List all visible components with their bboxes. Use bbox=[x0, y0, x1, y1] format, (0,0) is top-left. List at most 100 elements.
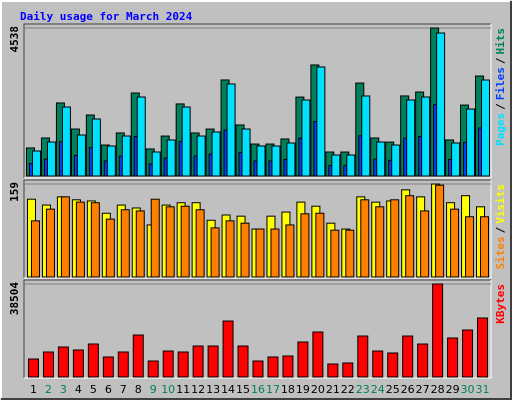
bar bbox=[132, 334, 144, 378]
bar bbox=[121, 135, 131, 177]
x-tick-label: 7 bbox=[120, 383, 127, 396]
x-tick-label: 20 bbox=[311, 383, 325, 396]
bar bbox=[421, 96, 431, 177]
bar bbox=[180, 205, 190, 278]
legend-entry: Hits bbox=[494, 28, 507, 55]
bar bbox=[61, 106, 71, 177]
bar bbox=[57, 346, 69, 378]
bar bbox=[376, 141, 386, 177]
bar bbox=[342, 362, 354, 378]
bar bbox=[136, 96, 146, 177]
bar bbox=[402, 335, 414, 378]
bar bbox=[27, 358, 39, 378]
bar bbox=[102, 356, 114, 378]
bar bbox=[60, 196, 70, 278]
bar bbox=[192, 345, 204, 378]
x-tick-label: 18 bbox=[281, 383, 295, 396]
bar bbox=[406, 99, 416, 177]
chart-title: Daily usage for March 2024 bbox=[20, 10, 193, 23]
bar bbox=[391, 144, 401, 177]
legend-entry: Sites bbox=[494, 236, 507, 269]
legend-separator: / bbox=[494, 103, 507, 110]
y-tick-label: 38504 bbox=[8, 282, 21, 315]
bar bbox=[222, 320, 234, 378]
y-tick-label: 159 bbox=[8, 182, 21, 202]
bar bbox=[267, 356, 279, 378]
legend-entry: Files bbox=[494, 67, 507, 100]
bar bbox=[450, 208, 460, 278]
bar bbox=[327, 363, 339, 378]
bar bbox=[196, 135, 206, 177]
bar bbox=[330, 229, 340, 278]
panel-edge-dark bbox=[23, 279, 491, 378]
bar bbox=[151, 151, 161, 177]
bar bbox=[312, 331, 324, 378]
bar bbox=[405, 195, 415, 278]
bar bbox=[106, 145, 116, 177]
legend: KBytes bbox=[494, 284, 507, 324]
panel-edge-dark bbox=[23, 23, 491, 178]
bar bbox=[417, 343, 429, 378]
bar bbox=[105, 218, 115, 278]
bar bbox=[466, 108, 476, 177]
x-tick-label: 3 bbox=[60, 383, 67, 396]
bar bbox=[165, 206, 175, 278]
x-tick-label: 5 bbox=[90, 383, 97, 396]
bar bbox=[117, 351, 129, 378]
x-tick-label: 15 bbox=[236, 383, 250, 396]
x-tick-label: 2 bbox=[45, 383, 52, 396]
bar bbox=[345, 229, 355, 278]
legend-entry: Pages bbox=[494, 113, 507, 146]
bar bbox=[166, 139, 176, 177]
bar bbox=[435, 184, 445, 278]
panel-edge-light bbox=[24, 180, 492, 279]
bar bbox=[75, 201, 85, 278]
bar bbox=[331, 154, 341, 177]
x-tick-label: 31 bbox=[476, 383, 490, 396]
bar bbox=[255, 228, 265, 278]
bar bbox=[252, 360, 264, 378]
legend-separator: / bbox=[494, 57, 507, 64]
bar bbox=[480, 216, 490, 278]
x-tick-label: 14 bbox=[221, 383, 235, 396]
bar bbox=[42, 351, 54, 378]
bar bbox=[372, 350, 384, 378]
bar bbox=[76, 134, 86, 177]
x-tick-label: 29 bbox=[446, 383, 460, 396]
bar bbox=[45, 208, 55, 278]
x-tick-label: 22 bbox=[341, 383, 355, 396]
x-tick-label: 12 bbox=[191, 383, 205, 396]
bar bbox=[316, 66, 326, 177]
x-tick-label: 27 bbox=[416, 383, 430, 396]
bar bbox=[195, 209, 205, 278]
bar bbox=[447, 337, 459, 378]
bar bbox=[297, 341, 309, 378]
bar bbox=[207, 345, 219, 378]
bar bbox=[237, 345, 249, 378]
bar bbox=[346, 154, 356, 177]
bar bbox=[375, 206, 385, 278]
legend: Pages / Files / Hits bbox=[494, 28, 507, 146]
bar bbox=[357, 335, 369, 378]
x-tick-label: 4 bbox=[75, 383, 82, 396]
bar bbox=[420, 210, 430, 278]
bar bbox=[162, 350, 174, 378]
x-tick-label: 17 bbox=[266, 383, 280, 396]
bar bbox=[451, 142, 461, 177]
x-tick-label: 11 bbox=[176, 383, 190, 396]
panel-edge-light bbox=[24, 24, 492, 179]
bar bbox=[225, 220, 235, 278]
legend: Sites / Visits bbox=[494, 184, 507, 270]
bar bbox=[91, 118, 101, 177]
x-tick-label: 9 bbox=[150, 383, 157, 396]
x-tick-label: 28 bbox=[431, 383, 445, 396]
x-tick-label: 8 bbox=[135, 383, 142, 396]
bar bbox=[436, 32, 446, 177]
x-tick-label: 25 bbox=[386, 383, 400, 396]
bar bbox=[72, 349, 84, 378]
bar bbox=[226, 83, 236, 177]
bar bbox=[240, 222, 250, 278]
bar bbox=[147, 360, 159, 378]
